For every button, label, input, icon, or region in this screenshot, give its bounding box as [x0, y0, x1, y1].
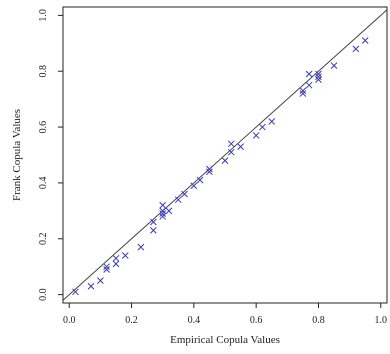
y-tick-label: 1.0: [38, 9, 49, 21]
y-axis-title: Frank Copula Values: [11, 109, 23, 201]
plot-frame: [62, 6, 388, 304]
data-point: [315, 76, 322, 83]
data-point: [221, 157, 229, 164]
data-point: [121, 252, 129, 259]
x-tick-label: 0.4: [188, 315, 201, 326]
data-point: [72, 288, 79, 296]
data-point: [159, 213, 167, 220]
data-point: [112, 260, 120, 268]
y-axis: 0.0 0.2 0.4 0.6 0.8 1.0: [38, 9, 63, 301]
data-point: [305, 70, 313, 78]
data-point: [181, 190, 188, 198]
data-point: [299, 87, 307, 95]
data-point: [259, 123, 266, 131]
y-tick-label: 0.4: [38, 177, 49, 190]
data-point: [361, 37, 369, 44]
data-point: [149, 227, 157, 234]
data-point: [137, 243, 145, 251]
data-point: [227, 140, 235, 148]
data-point: [112, 254, 120, 262]
x-tick-label: 0.0: [63, 315, 76, 326]
data-point: [149, 218, 157, 226]
y-tick-label: 0.2: [38, 233, 49, 246]
data-point: [206, 165, 213, 173]
data-points: [72, 37, 369, 296]
x-tick-label: 1.0: [375, 315, 388, 326]
data-point: [315, 73, 322, 81]
data-point: [299, 90, 307, 97]
data-point: [237, 143, 244, 150]
reference-line-y-equals-x: [62, 9, 388, 301]
data-point: [174, 196, 182, 204]
x-tick-label: 0.2: [125, 315, 138, 326]
data-point: [165, 207, 173, 215]
data-point: [268, 118, 276, 125]
data-point: [87, 282, 95, 290]
data-point: [103, 263, 110, 271]
data-point: [196, 176, 204, 184]
data-point: [159, 207, 167, 215]
data-point: [103, 266, 110, 273]
data-point: [227, 148, 235, 156]
x-tick-label: 0.6: [250, 315, 263, 326]
x-axis-title: Empirical Copula Values: [170, 334, 280, 346]
data-point: [159, 210, 167, 217]
data-point: [97, 277, 104, 285]
data-point: [330, 62, 338, 69]
data-point: [305, 81, 313, 89]
data-point: [206, 168, 213, 176]
y-tick-label: 0.0: [38, 288, 49, 301]
data-point: [190, 182, 198, 190]
y-tick-label: 0.6: [38, 121, 49, 134]
data-point: [159, 201, 167, 209]
x-axis: 0.0 0.2 0.4 0.6 0.8 1.0: [63, 303, 387, 326]
data-point: [315, 70, 322, 78]
data-point: [252, 132, 260, 139]
data-point: [352, 45, 360, 53]
x-tick-label: 0.8: [312, 315, 325, 326]
y-tick-label: 0.8: [38, 65, 49, 78]
